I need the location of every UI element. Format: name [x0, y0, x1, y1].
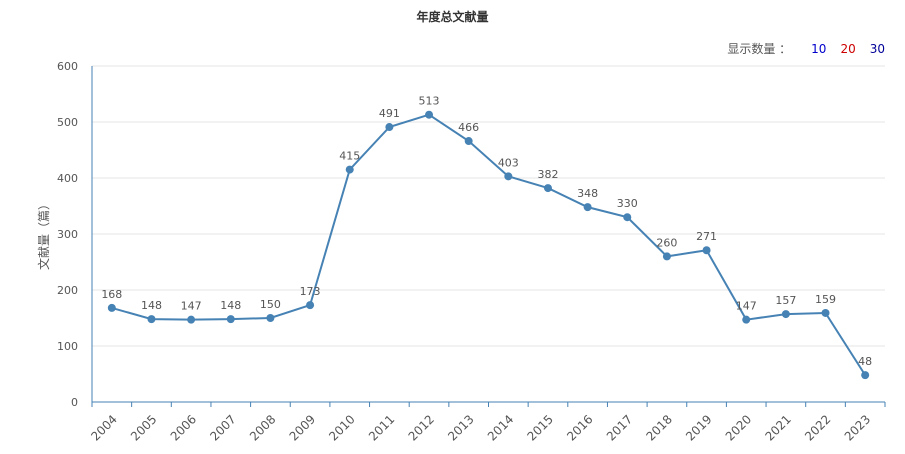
display-count-option-10[interactable]: 10 — [811, 41, 827, 56]
data-label: 382 — [537, 168, 558, 181]
x-tick-label: 2015 — [525, 412, 556, 443]
x-tick-label: 2009 — [287, 412, 318, 443]
y-tick-label: 600 — [57, 60, 78, 73]
x-tick-label: 2011 — [366, 412, 397, 443]
x-tick-label: 2008 — [247, 412, 278, 443]
data-point[interactable] — [702, 246, 711, 255]
data-point[interactable] — [464, 137, 473, 146]
data-label: 491 — [379, 107, 400, 120]
data-label: 271 — [696, 230, 717, 243]
x-tick-label: 2005 — [128, 412, 159, 443]
x-tick-label: 2012 — [406, 412, 437, 443]
y-tick-label: 500 — [57, 116, 78, 129]
display-count-selector: 显示数量 ： 10 20 30 — [727, 40, 885, 57]
y-tick-label: 200 — [57, 284, 78, 297]
data-label: 348 — [577, 187, 598, 200]
data-point[interactable] — [821, 308, 830, 317]
data-label: 330 — [617, 197, 638, 210]
data-label: 415 — [339, 150, 360, 163]
x-tick-label: 2010 — [326, 412, 357, 443]
data-label: 147 — [181, 300, 202, 313]
x-tick-label: 2004 — [88, 412, 119, 443]
data-label: 157 — [775, 294, 796, 307]
display-count-label: 显示数量 ： — [727, 42, 792, 56]
data-point[interactable] — [543, 184, 552, 193]
data-label: 150 — [260, 298, 281, 311]
data-label: 403 — [498, 156, 519, 169]
data-label: 48 — [858, 355, 872, 368]
x-tick-label: 2021 — [762, 412, 793, 443]
data-point[interactable] — [742, 315, 751, 324]
data-point[interactable] — [425, 110, 434, 119]
data-label: 466 — [458, 121, 479, 134]
display-count-option-20[interactable]: 20 — [840, 41, 856, 56]
x-tick-label: 2006 — [168, 412, 199, 443]
data-label: 513 — [419, 95, 440, 108]
data-point[interactable] — [781, 310, 790, 319]
x-tick-label: 2023 — [842, 412, 873, 443]
data-point[interactable] — [504, 172, 513, 181]
data-point[interactable] — [385, 123, 394, 132]
x-tick-label: 2013 — [445, 412, 476, 443]
x-tick-label: 2016 — [564, 412, 595, 443]
y-tick-label: 0 — [71, 396, 78, 409]
data-point[interactable] — [226, 315, 235, 324]
data-point[interactable] — [662, 252, 671, 261]
data-point[interactable] — [306, 301, 315, 310]
data-point[interactable] — [623, 213, 632, 222]
data-label: 260 — [656, 236, 677, 249]
chart-title: 年度总文献量 — [416, 10, 489, 24]
y-tick-label: 300 — [57, 228, 78, 241]
y-tick-label: 400 — [57, 172, 78, 185]
y-axis-label: 文献量（篇） — [36, 198, 51, 270]
data-point[interactable] — [861, 371, 870, 380]
data-point[interactable] — [583, 203, 592, 212]
x-tick-label: 2017 — [604, 412, 635, 443]
display-count-option-30[interactable]: 30 — [869, 41, 885, 56]
x-tick-label: 2022 — [802, 412, 833, 443]
series-line — [111, 113, 867, 376]
data-point[interactable] — [345, 165, 354, 174]
data-label: 168 — [101, 288, 122, 301]
data-point[interactable] — [147, 315, 156, 324]
x-tick-label: 2014 — [485, 412, 516, 443]
x-tick-label: 2020 — [723, 412, 754, 443]
x-tick-label: 2018 — [643, 412, 674, 443]
x-tick-label: 2007 — [207, 412, 238, 443]
data-point[interactable] — [266, 314, 275, 322]
x-tick-label: 2019 — [683, 412, 714, 443]
data-label: 148 — [141, 299, 162, 312]
data-point[interactable] — [107, 303, 116, 312]
data-point[interactable] — [187, 315, 196, 324]
data-label: 173 — [300, 285, 321, 298]
data-label: 148 — [220, 299, 241, 312]
y-tick-label: 100 — [57, 340, 78, 353]
data-label: 147 — [736, 300, 757, 313]
data-label: 159 — [815, 293, 836, 306]
